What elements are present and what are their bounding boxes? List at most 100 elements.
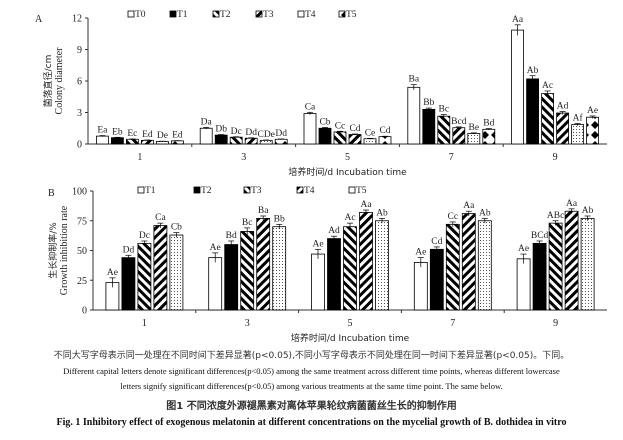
- bar-t5: [378, 136, 392, 145]
- bar-t4: [363, 138, 377, 145]
- significance-label: Be: [469, 123, 480, 133]
- significance-label: De: [157, 131, 168, 141]
- significance-label: Bb: [274, 214, 285, 224]
- legend-label: T5: [346, 10, 357, 20]
- x-axis-label: 培养时间/d Incubation time: [291, 332, 410, 344]
- legend-swatch-t3: [255, 10, 263, 18]
- significance-label: Cc: [448, 212, 459, 222]
- legend-swatch-t4: [296, 186, 304, 194]
- significance-label: Ce: [365, 128, 376, 138]
- legend-swatch-t2: [193, 186, 201, 194]
- bar-t2: [229, 136, 243, 145]
- bar-t3: [556, 112, 569, 145]
- y-tick-label: 100: [72, 187, 87, 198]
- significance-label: Ae: [587, 106, 598, 116]
- bar-t2: [327, 238, 341, 311]
- bar-t4: [571, 124, 584, 145]
- legend-label: T1: [145, 186, 156, 196]
- significance-label: Ac: [542, 81, 553, 91]
- bar-t5: [586, 116, 599, 145]
- significance-label: Db: [215, 125, 227, 135]
- y-tick-label: 12: [72, 14, 82, 25]
- legend-swatch-t5: [338, 10, 346, 18]
- significance-label: Ea: [97, 126, 108, 136]
- x-axis-label: 培养时间/d Incubation time: [288, 166, 407, 178]
- bar-t2: [224, 244, 239, 311]
- x-tick-label: 1: [142, 318, 147, 329]
- bar-t3: [348, 134, 362, 145]
- x-tick-label: 1: [137, 152, 142, 163]
- bar-t5: [375, 220, 389, 311]
- bar-t2: [429, 248, 444, 311]
- significance-label: Eb: [112, 127, 123, 137]
- bar-t3: [240, 231, 255, 311]
- x-tick-label: 9: [553, 152, 558, 163]
- significance-label: Bcd: [451, 117, 467, 127]
- significance-label: Ad: [557, 101, 569, 111]
- legend-swatch-t2: [212, 10, 220, 18]
- bar-t4: [259, 139, 273, 145]
- bar-t4: [155, 140, 169, 145]
- legend-swatch-t1: [137, 186, 145, 194]
- bar-t5: [482, 128, 496, 145]
- y-tick-label: 50: [77, 246, 87, 257]
- legend-swatch-t0: [127, 10, 135, 18]
- significance-label: Ae: [415, 248, 426, 258]
- bar-t1: [516, 258, 531, 311]
- significance-label: Ac: [344, 213, 355, 223]
- legend-label: T1: [177, 10, 188, 20]
- y-axis-label: Growth inhibition rate: [59, 205, 70, 295]
- legend-swatch-t5: [348, 186, 356, 194]
- bar-t0: [303, 113, 317, 145]
- significance-label: Aa: [360, 200, 372, 210]
- y-tick-label: 6: [77, 77, 82, 88]
- caption-title-en: Fig. 1 Inhibitory effect of exogenous me…: [56, 417, 567, 428]
- significance-label: Ec: [127, 129, 137, 139]
- bar-t0: [199, 127, 213, 145]
- y-tick-label: 25: [77, 276, 87, 287]
- significance-label: Bc: [242, 218, 253, 228]
- bar-t1: [526, 78, 539, 145]
- significance-label: Bd: [483, 119, 494, 129]
- bar-t4: [256, 217, 271, 311]
- bar-t0: [511, 29, 525, 145]
- significance-label: Cb: [319, 117, 330, 127]
- caption-note-en-1: Different capital letters denote signifi…: [63, 366, 560, 376]
- caption-note-en-2: letters signify significant differences(…: [120, 381, 503, 391]
- significance-label: Ca: [305, 102, 316, 112]
- significance-label: Dd: [123, 245, 135, 255]
- significance-label: Ab: [376, 208, 388, 218]
- bar-t2: [126, 138, 139, 145]
- x-tick-label: 3: [241, 152, 246, 163]
- significance-label: Ed: [142, 130, 153, 140]
- bar-t1: [311, 253, 325, 311]
- y-axis-label-cn: 菌落直径/cm: [42, 55, 54, 108]
- legend-swatch-t1: [169, 10, 177, 18]
- bar-t5: [274, 138, 288, 145]
- significance-label: Da: [201, 117, 213, 127]
- legend-swatch-t4: [297, 10, 305, 18]
- bar-t4: [359, 212, 373, 311]
- significance-label: Bd: [226, 231, 237, 241]
- significance-label: Ae: [107, 268, 118, 278]
- significance-label: Aa: [512, 15, 524, 25]
- bar-t4: [467, 133, 481, 145]
- y-axis-label-cn: 生长抑制率/%: [47, 222, 59, 279]
- significance-label: BCd: [531, 231, 549, 241]
- panel-label: A: [35, 14, 43, 25]
- bar-t5: [170, 140, 184, 145]
- bar-t0: [407, 86, 421, 145]
- legend-label: T3: [251, 186, 262, 196]
- bar-t2: [437, 115, 451, 145]
- significance-label: Ae: [518, 244, 529, 254]
- significance-label: Cd: [349, 124, 360, 134]
- legend-label: T3: [263, 10, 274, 20]
- bar-t0: [96, 135, 109, 145]
- x-tick-label: 3: [245, 318, 250, 329]
- significance-label: Ad: [328, 226, 340, 236]
- y-tick-label: 0: [82, 306, 87, 317]
- panel-label: B: [48, 188, 55, 199]
- bar-t4: [153, 225, 168, 311]
- legend-swatch-t3: [243, 186, 251, 194]
